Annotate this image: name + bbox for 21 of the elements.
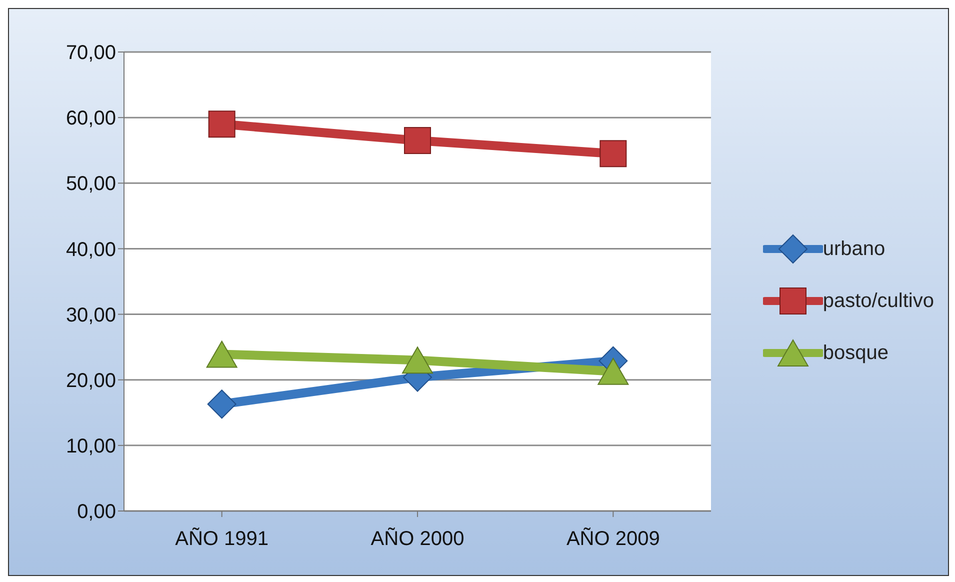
legend-label: urbano (822, 238, 886, 260)
y-tick-label: 40,00 (66, 238, 116, 261)
legend-label: bosque (822, 342, 888, 364)
point (402, 346, 433, 374)
point (208, 110, 236, 138)
x-tick-label: AÑO 2009 (566, 527, 660, 550)
point (598, 358, 629, 385)
x-tick-label: AÑO 2000 (370, 527, 464, 550)
y-tick-label: 60,00 (66, 108, 116, 130)
point (207, 390, 236, 419)
y-tick-label: 70,00 (66, 42, 116, 64)
point (206, 340, 238, 368)
x-tick-label: AÑO 1991 (175, 527, 269, 550)
y-tick-label: 20,00 (66, 370, 116, 392)
point (404, 127, 431, 154)
point (600, 140, 627, 168)
y-tick-label: 50,00 (66, 173, 116, 196)
y-tick-label: 0,00 (77, 501, 116, 524)
y-tick-label: 30,00 (66, 304, 116, 326)
legend-label: pasto/cultivo (822, 290, 934, 312)
y-tick-label: 10,00 (66, 436, 116, 458)
